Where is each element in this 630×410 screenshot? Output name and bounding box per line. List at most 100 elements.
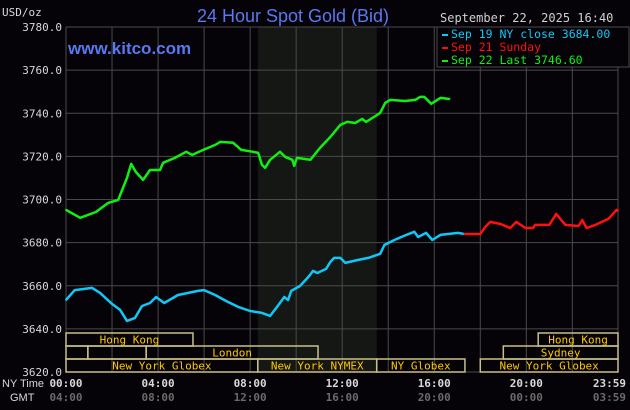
series-point-0	[413, 230, 416, 233]
session-label: New York NYMEX	[271, 360, 364, 373]
legend-swatch	[442, 34, 448, 36]
series-point-2	[419, 95, 421, 98]
series-point-0	[329, 261, 332, 263]
series-point-1	[577, 225, 580, 227]
series-point-1	[515, 221, 518, 223]
series-point-0	[214, 294, 217, 296]
series-point-2	[389, 98, 392, 101]
session-label: NY Globex	[391, 360, 451, 373]
series-point-2	[404, 100, 407, 102]
series-point-2	[107, 202, 110, 204]
series-point-2	[329, 136, 332, 138]
series-point-0	[283, 296, 286, 298]
series-point-2	[264, 166, 266, 169]
series-point-0	[290, 290, 293, 292]
series-point-2	[346, 120, 349, 123]
series-point-0	[431, 239, 434, 241]
series-point-2	[448, 98, 451, 100]
series-point-2	[291, 158, 294, 161]
series-point-0	[141, 305, 143, 307]
series-point-0	[73, 289, 76, 291]
x-tick-label-ny: 16:00	[418, 377, 451, 390]
series-point-1	[615, 208, 618, 211]
series-point-0	[65, 299, 67, 301]
gmt-label: GMT	[10, 392, 35, 404]
series-point-0	[203, 289, 205, 291]
x-tick-label-ny: 20:00	[510, 377, 543, 390]
series-point-0	[339, 257, 342, 259]
series-point-0	[249, 310, 252, 312]
series-point-2	[219, 141, 222, 143]
legend-label: Sep 21 Sunday	[451, 40, 541, 54]
y-tick-label: 3620.0	[22, 366, 62, 379]
x-tick-label-ny: 12:00	[326, 377, 359, 390]
series-point-0	[99, 291, 102, 294]
series-point-2	[185, 150, 187, 153]
series-point-2	[202, 149, 205, 151]
series-point-0	[225, 300, 228, 302]
series-point-0	[325, 268, 327, 270]
series-point-0	[275, 307, 278, 309]
series-point-0	[383, 244, 386, 246]
series-point-2	[376, 114, 378, 116]
series-point-0	[299, 285, 301, 287]
legend-box	[436, 26, 630, 68]
series-point-2	[240, 149, 243, 151]
series-point-2	[379, 111, 382, 114]
x-tick-label-gmt: 00:00	[510, 391, 543, 404]
y-tick-label: 3780.0	[22, 21, 62, 34]
x-tick-label-ny: 04:00	[142, 377, 175, 390]
legend-label: Sep 22 Last 3746.60	[451, 53, 583, 67]
series-point-0	[308, 275, 311, 277]
session-label: Hong Kong	[548, 334, 608, 347]
series-point-0	[237, 305, 240, 308]
legend-swatch	[442, 47, 448, 49]
series-point-0	[312, 269, 314, 272]
series-point-1	[564, 224, 567, 226]
series-point-1	[534, 224, 537, 226]
series-point-2	[284, 155, 286, 158]
series-point-2	[65, 208, 67, 211]
series-point-0	[126, 319, 128, 322]
series-point-2	[79, 216, 82, 219]
series-point-2	[309, 158, 312, 161]
series-point-1	[532, 227, 535, 229]
series-point-1	[585, 227, 588, 229]
y-tick-label: 3700.0	[22, 194, 62, 207]
series-point-0	[149, 302, 151, 304]
series-point-0	[111, 302, 113, 305]
timestamp: September 22, 2025 16:40	[440, 11, 613, 25]
kitco-watermark: www.kitco.com	[67, 39, 191, 58]
session-ny-globex: NY Globex	[375, 358, 466, 373]
session-label: London	[212, 347, 252, 360]
series-point-1	[499, 222, 502, 225]
series-point-2	[384, 102, 387, 104]
series-point-2	[296, 156, 298, 159]
series-point-0	[333, 257, 336, 259]
session-box	[479, 358, 619, 373]
series-point-2	[159, 169, 161, 171]
series-point-2	[126, 177, 128, 179]
session-new-york-globex: New York Globex	[479, 358, 619, 373]
series-point-2	[214, 144, 217, 146]
series-point-2	[423, 95, 426, 98]
series-point-0	[367, 257, 370, 259]
y-tick-label: 3740.0	[22, 107, 62, 120]
series-point-2	[174, 156, 176, 159]
series-point-2	[339, 123, 342, 126]
series-point-2	[293, 164, 296, 167]
series-point-1	[509, 227, 512, 229]
series-point-0	[425, 232, 428, 234]
x-tick-label-gmt: 12:00	[234, 391, 267, 404]
series-point-0	[405, 233, 408, 236]
series-point-0	[357, 258, 360, 261]
y-tick-label: 3720.0	[22, 150, 62, 163]
ny-time-label: NY Time	[2, 378, 44, 390]
series-point-2	[279, 150, 281, 153]
series-point-1	[555, 213, 558, 215]
y-axis-unit: USD/oz	[2, 6, 42, 19]
series-point-0	[457, 232, 459, 234]
series-point-0	[269, 315, 271, 317]
x-tick-label-gmt: 03:59	[593, 391, 626, 404]
session-label: Hong Kong	[100, 334, 160, 347]
